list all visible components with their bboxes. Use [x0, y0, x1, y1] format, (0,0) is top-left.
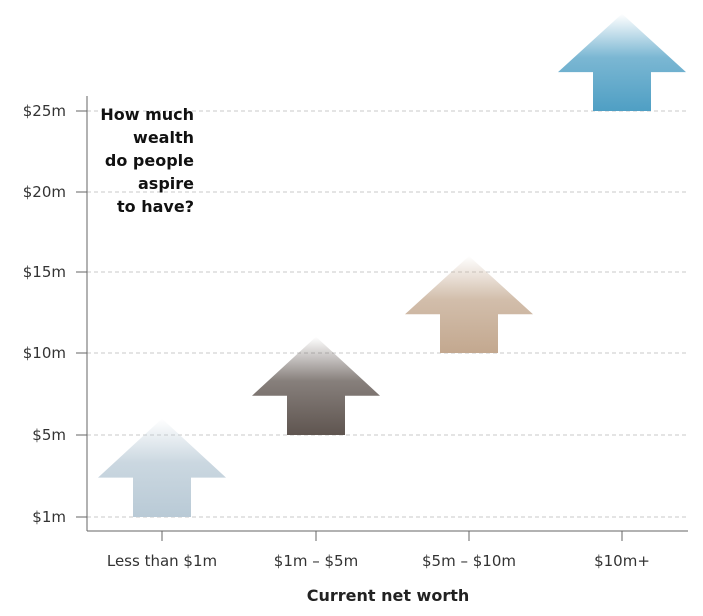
- arrow-mark: [252, 336, 380, 435]
- y-tick-label: $1m: [32, 508, 66, 526]
- y-tick-label: $25m: [23, 102, 66, 120]
- chart-title-line: to have?: [117, 197, 194, 216]
- gridlines: [87, 110, 688, 518]
- chart-title-line: do people: [105, 151, 194, 170]
- y-ticks: $1m $5m $10m $15m $20m $25m: [23, 102, 87, 526]
- arrow-mark: [405, 256, 533, 353]
- x-tick-label: $10m+: [594, 552, 650, 570]
- chart-title: How much wealth do people aspire to have?: [100, 105, 194, 216]
- x-ticks: Less than $1m $1m – $5m $5m – $10m $10m+: [107, 531, 650, 570]
- y-tick-label: $5m: [32, 426, 66, 444]
- y-tick-label: $15m: [23, 263, 66, 281]
- x-axis-title: Current net worth: [307, 586, 470, 605]
- chart-title-line: How much: [100, 105, 194, 124]
- y-tick-label: $20m: [23, 183, 66, 201]
- chart-title-line: aspire: [138, 174, 194, 193]
- axes: [86, 96, 688, 532]
- x-tick-label: $5m – $10m: [422, 552, 516, 570]
- arrow-mark: [558, 13, 686, 111]
- y-tick-label: $10m: [23, 344, 66, 362]
- x-tick-label: $1m – $5m: [274, 552, 358, 570]
- arrow-mark: [98, 418, 226, 517]
- arrow-marks: [98, 13, 686, 517]
- x-tick-label: Less than $1m: [107, 552, 217, 570]
- chart-title-line: wealth: [133, 128, 194, 147]
